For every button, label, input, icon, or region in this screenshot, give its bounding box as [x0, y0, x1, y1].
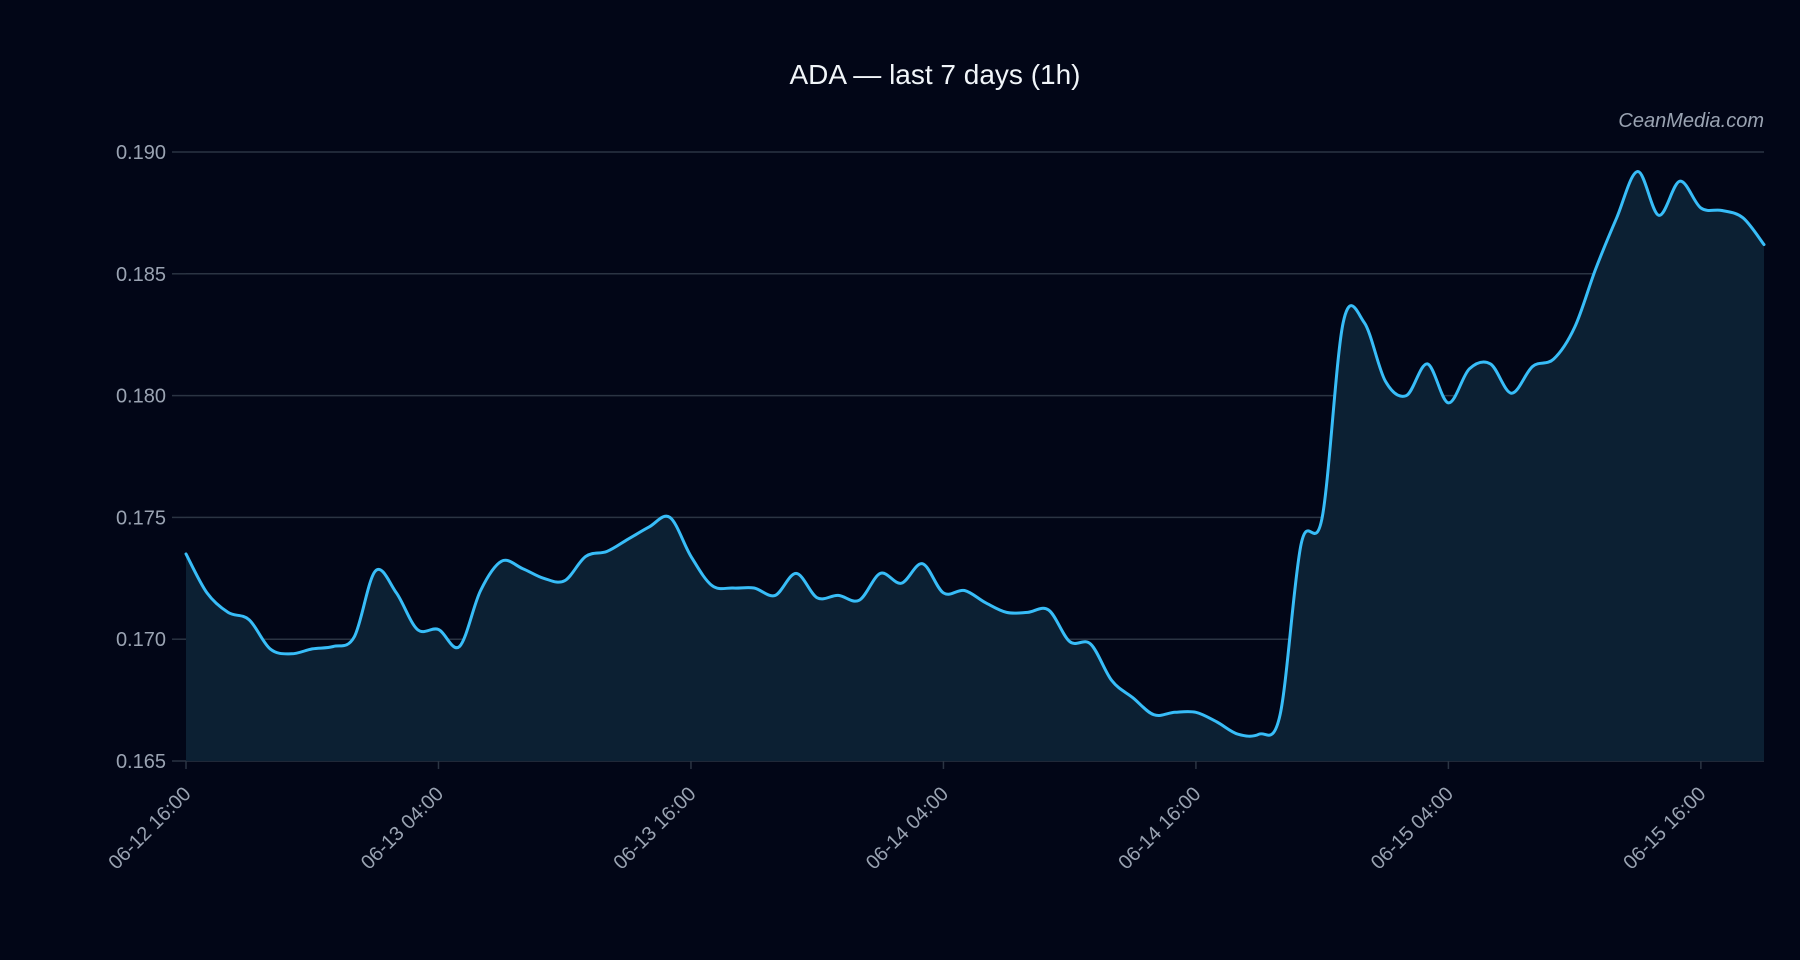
data-point [1404, 394, 1408, 398]
data-point [794, 571, 798, 575]
data-point [584, 554, 588, 558]
data-point [963, 589, 967, 593]
data-point [1131, 696, 1135, 700]
price-line [184, 170, 1766, 738]
data-point [1005, 610, 1009, 614]
data-point [647, 525, 651, 529]
y-tick-label: 0.185 [116, 264, 166, 286]
data-point [626, 537, 630, 541]
data-point [710, 584, 714, 588]
data-point [1173, 710, 1177, 714]
data-point [1278, 713, 1282, 717]
data-point [1636, 170, 1640, 174]
data-point [184, 552, 188, 556]
data-point [479, 589, 483, 593]
data-point [1299, 542, 1303, 546]
data-point [1594, 267, 1598, 271]
data-point [1425, 362, 1429, 366]
data-point [1257, 732, 1261, 736]
data-point [226, 610, 230, 614]
data-point [205, 591, 209, 595]
data-point [984, 601, 988, 605]
data-point [247, 618, 251, 622]
data-point [1699, 206, 1703, 210]
data-point [1320, 515, 1324, 519]
data-point [1467, 367, 1471, 371]
data-point [731, 586, 735, 590]
chart-title: ADA — last 7 days (1h) [789, 59, 1080, 90]
data-point [394, 591, 398, 595]
data-point [1068, 640, 1072, 644]
price-area-fill [186, 171, 1764, 762]
data-point [310, 647, 314, 651]
data-point [415, 628, 419, 632]
data-point [1510, 391, 1514, 395]
data-point [773, 593, 777, 597]
data-point [899, 581, 903, 585]
data-point [458, 645, 462, 649]
data-point [1026, 610, 1030, 614]
data-point [1531, 364, 1535, 368]
watermark: CeanMedia.com [1618, 110, 1764, 132]
y-tick-label: 0.170 [116, 629, 166, 651]
data-point [500, 559, 504, 563]
data-point [1215, 720, 1219, 724]
data-point [1236, 732, 1240, 736]
data-point [920, 562, 924, 566]
data-point [836, 593, 840, 597]
data-point [1362, 321, 1366, 325]
data-point [289, 652, 293, 656]
data-point [1657, 213, 1661, 217]
data-point [1489, 362, 1493, 366]
data-point [1341, 321, 1345, 325]
data-point [1720, 209, 1724, 213]
y-axis-ticks: 0.165 0.170 0.175 0.180 0.185 0.190 [116, 142, 186, 773]
data-point [1194, 710, 1198, 714]
data-point [1678, 179, 1682, 183]
y-tick-label: 0.180 [116, 386, 166, 408]
data-point [668, 515, 672, 519]
data-point [1383, 379, 1387, 383]
y-tick-label: 0.175 [116, 507, 166, 529]
data-point [1110, 679, 1114, 683]
data-point [268, 647, 272, 651]
data-point [1615, 216, 1619, 220]
data-point [373, 569, 377, 573]
data-point [857, 598, 861, 602]
data-point [878, 571, 882, 575]
data-point [605, 550, 609, 554]
data-point [815, 596, 819, 600]
data-point [437, 628, 441, 632]
data-point [521, 567, 525, 571]
data-point [331, 645, 335, 649]
y-tick-label: 0.190 [116, 142, 166, 164]
y-tick-label: 0.165 [116, 751, 166, 773]
data-point [1762, 243, 1766, 247]
data-point [1741, 216, 1745, 220]
data-point [1047, 608, 1051, 612]
data-point [1446, 401, 1450, 405]
data-point [941, 591, 945, 595]
data-point [563, 579, 567, 583]
data-point [1152, 713, 1156, 717]
data-point [752, 586, 756, 590]
data-point [352, 635, 356, 639]
data-point [1573, 325, 1577, 329]
data-point [1089, 642, 1093, 646]
data-point [689, 554, 693, 558]
data-point [1552, 357, 1556, 361]
data-point [542, 576, 546, 580]
